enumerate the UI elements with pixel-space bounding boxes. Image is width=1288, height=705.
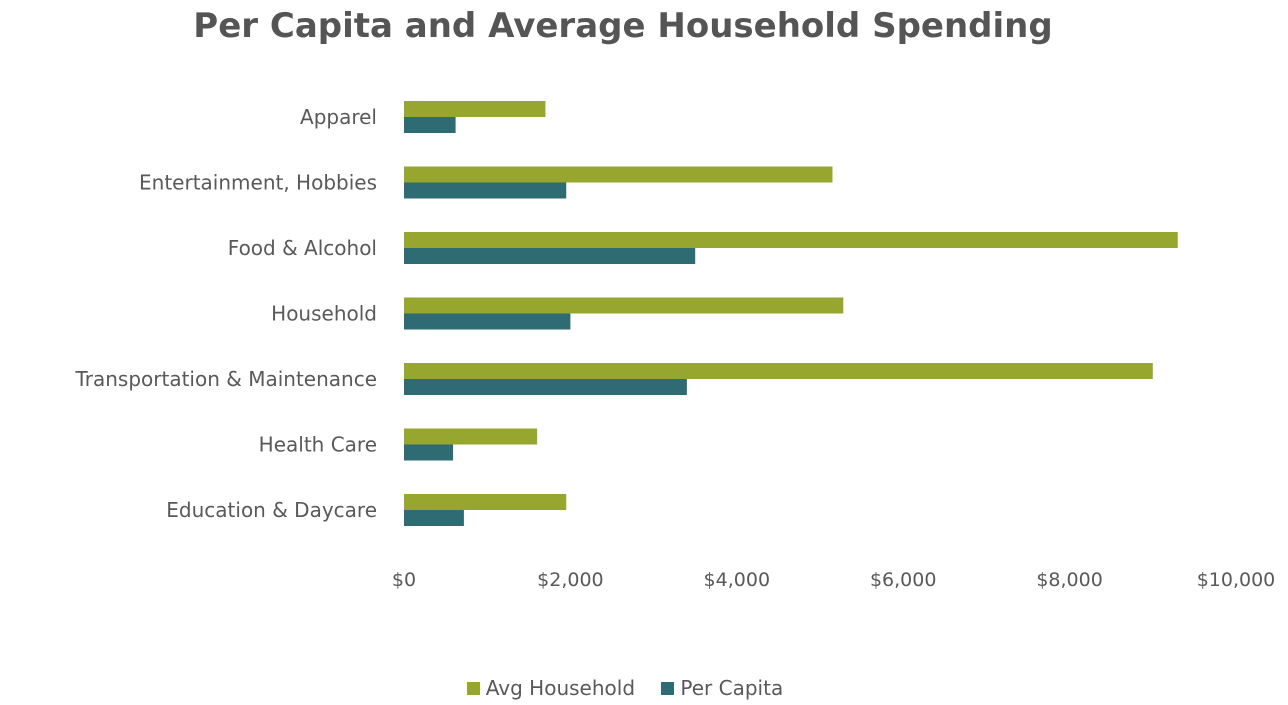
legend-swatch-avg-household [466, 682, 480, 695]
legend-item-per-capita: Per Capita [661, 676, 783, 700]
category-label-transportation-maintenance: Transportation & Maintenance [74, 367, 377, 391]
bar-per-capita-apparel [404, 117, 456, 133]
x-tick-label: $4,000 [704, 569, 770, 591]
bar-avg-household-transportation-maintenance [404, 363, 1153, 379]
legend-swatch-per-capita [661, 682, 675, 695]
bar-per-capita-household [404, 313, 571, 330]
bar-avg-household-education-daycare [404, 494, 567, 510]
category-label-food-alcohol: Food & Alcohol [228, 236, 377, 260]
x-tick-label: $6,000 [870, 569, 936, 591]
category-label-household: Household [271, 302, 377, 326]
bar-per-capita-entertainment-hobbies [404, 182, 567, 199]
bar-avg-household-household [404, 297, 844, 314]
legend-label-avg-household: Avg Household [485, 676, 636, 700]
bar-per-capita-transportation-maintenance [404, 379, 687, 395]
x-tick-label: $2,000 [537, 569, 603, 591]
category-labels: Apparel Entertainment, Hobbies Food & Alco… [74, 105, 377, 522]
x-tick-label: $0 [392, 569, 416, 591]
bar-per-capita-education-daycare [404, 510, 464, 526]
legend-item-avg-household: Avg Household [466, 676, 636, 700]
bar-avg-household-apparel [404, 101, 546, 117]
x-tick-label: $10,000 [1197, 569, 1276, 591]
chart-title: Per Capita and Average Household Spendin… [193, 6, 1053, 46]
bar-avg-household-health-care [404, 428, 538, 445]
bar-avg-household-entertainment-hobbies [404, 166, 833, 183]
bar-avg-household-food-alcohol [404, 232, 1178, 248]
legend: Avg Household Per Capita [0, 676, 1250, 700]
category-label-apparel: Apparel [300, 105, 377, 129]
legend-label-per-capita: Per Capita [680, 676, 784, 700]
bar-per-capita-health-care [404, 444, 454, 461]
bars-group [404, 101, 1178, 526]
bar-per-capita-food-alcohol [404, 248, 696, 264]
category-label-health-care: Health Care [259, 433, 377, 457]
category-label-education-daycare: Education & Daycare [166, 498, 377, 522]
category-label-entertainment-hobbies: Entertainment, Hobbies [139, 171, 377, 195]
x-tick-label: $8,000 [1036, 569, 1102, 591]
x-axis-tick-labels: $0 $2,000 $4,000 $6,000 $8,000 $10,000 [392, 569, 1275, 591]
